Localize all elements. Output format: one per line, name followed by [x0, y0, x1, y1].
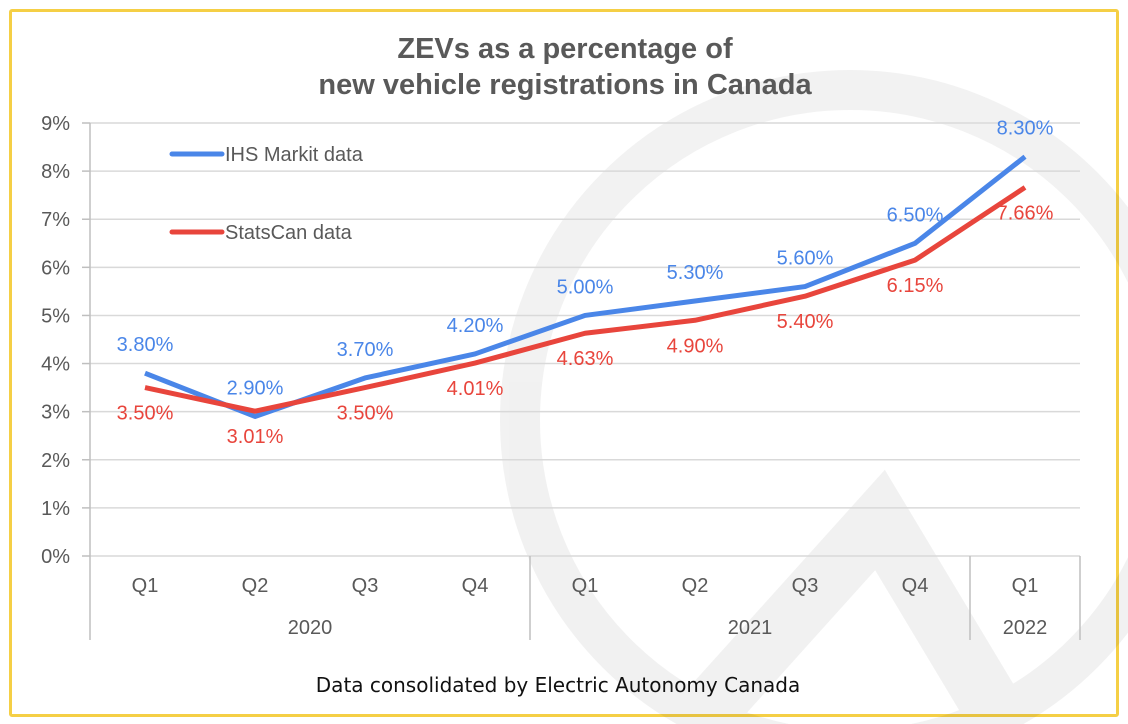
watermark [500, 70, 1128, 724]
x-tick-label: Q2 [242, 575, 269, 597]
data-label: 5.60% [777, 248, 834, 270]
x-tick-label: Q1 [132, 575, 159, 597]
y-tick-label: 3% [41, 402, 70, 424]
data-label: 3.50% [337, 403, 394, 425]
data-label: 8.30% [997, 118, 1054, 140]
y-tick-label: 8% [41, 161, 70, 183]
y-tick-label: 7% [41, 209, 70, 231]
x-group-label: 2022 [1003, 617, 1048, 639]
footer-note: Data consolidated by Electric Autonomy C… [316, 673, 800, 697]
x-tick-label: Q3 [792, 575, 819, 597]
data-label: 7.66% [997, 202, 1054, 224]
legend-label: StatsCan data [225, 222, 353, 244]
data-label: 3.80% [117, 334, 174, 356]
data-label: 4.20% [447, 315, 504, 337]
data-label: 3.01% [227, 426, 284, 448]
data-label: 3.50% [117, 403, 174, 425]
chart-title-line-1: ZEVs as a percentage of [397, 33, 733, 65]
data-label: 5.40% [777, 311, 834, 333]
data-label: 4.63% [557, 348, 614, 370]
x-tick-label: Q1 [1012, 575, 1039, 597]
x-tick-label: Q4 [902, 575, 929, 597]
y-tick-label: 9% [41, 113, 70, 135]
x-group-label: 2021 [728, 617, 773, 639]
x-group-label: 2020 [288, 617, 333, 639]
chart-title-line-2: new vehicle registrations in Canada [318, 69, 812, 101]
y-tick-label: 0% [41, 546, 70, 568]
x-tick-label: Q4 [462, 575, 489, 597]
y-tick-label: 1% [41, 498, 70, 520]
data-label: 6.15% [887, 275, 944, 297]
legend-label: IHS Markit data [225, 144, 364, 166]
data-label: 4.90% [667, 335, 724, 357]
y-tick-label: 6% [41, 257, 70, 279]
data-label: 5.30% [667, 262, 724, 284]
x-tick-label: Q1 [572, 575, 599, 597]
y-tick-label: 2% [41, 450, 70, 472]
data-label: 6.50% [887, 204, 944, 226]
data-label: 2.90% [227, 377, 284, 399]
data-label: 3.70% [337, 339, 394, 361]
x-tick-label: Q3 [352, 575, 379, 597]
x-tick-label: Q2 [682, 575, 709, 597]
data-label: 4.01% [447, 378, 504, 400]
y-tick-label: 5% [41, 305, 70, 327]
data-label: 5.00% [557, 276, 614, 298]
y-tick-label: 4% [41, 354, 70, 376]
series-line-statscan [144, 185, 1027, 414]
